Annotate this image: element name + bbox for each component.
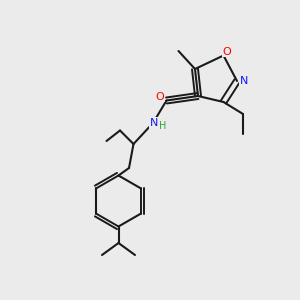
Text: N: N (150, 118, 158, 128)
Text: N: N (239, 76, 248, 86)
Text: H: H (159, 121, 166, 131)
Text: O: O (223, 47, 232, 57)
Text: O: O (155, 92, 164, 102)
